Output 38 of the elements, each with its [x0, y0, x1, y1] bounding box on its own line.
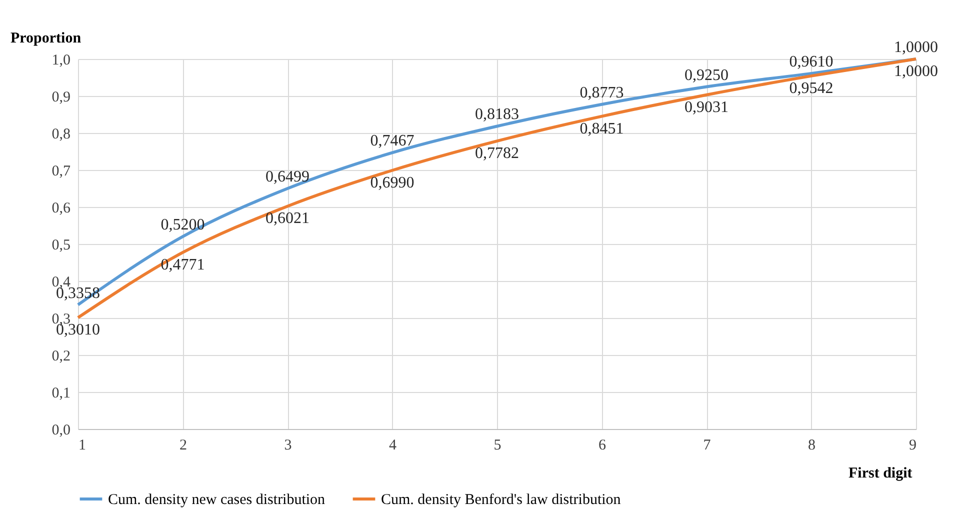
- legend-label: Cum. density Benford's law distribution: [381, 492, 622, 508]
- data-label: 1,0000: [894, 39, 938, 56]
- x-axis-title: First digit: [848, 466, 912, 482]
- x-tick-label: 1: [78, 438, 86, 454]
- x-tick-label: 5: [494, 438, 502, 454]
- y-tick-label: 0,6: [52, 200, 71, 216]
- data-label: 0,6990: [370, 174, 414, 192]
- data-label: 0,9250: [684, 66, 728, 84]
- data-label: 0,6021: [266, 210, 310, 228]
- data-label: 0,8773: [580, 84, 624, 102]
- x-tick-label: 9: [909, 438, 916, 454]
- x-tick-label: 6: [598, 438, 606, 454]
- y-tick-label: 0,7: [52, 164, 71, 180]
- data-label: 0,9031: [684, 98, 728, 116]
- data-label: 0,4771: [160, 256, 205, 274]
- y-tick-label: 0,5: [52, 238, 70, 254]
- data-label: 0,5200: [160, 216, 205, 234]
- data-label: 1,0000: [894, 63, 938, 80]
- data-label: 0,7467: [370, 132, 414, 150]
- data-label: 0,7782: [475, 145, 519, 162]
- x-tick-label: 4: [389, 438, 397, 454]
- y-tick-label: 0,9: [52, 90, 70, 106]
- data-label: 0,9610: [789, 53, 834, 70]
- x-tick-label: 8: [808, 438, 816, 454]
- data-label: 0,8183: [475, 106, 519, 124]
- y-tick-label: 1,0: [52, 52, 70, 68]
- data-label: 0,9542: [789, 80, 834, 97]
- data-label: 0,6499: [266, 168, 310, 186]
- legend-label: Cum. density new cases distribution: [108, 492, 326, 508]
- x-tick-label: 3: [284, 438, 292, 454]
- x-tick-label: 2: [180, 438, 187, 454]
- y-tick-label: 0,2: [52, 348, 70, 364]
- y-tick-label: 0,1: [52, 386, 70, 402]
- data-label: 0,8451: [580, 120, 624, 138]
- y-tick-label: 0,8: [52, 126, 70, 142]
- y-axis-title: Proportion: [10, 30, 82, 46]
- x-tick-label: 7: [703, 438, 712, 454]
- y-tick-label: 0,0: [52, 422, 70, 438]
